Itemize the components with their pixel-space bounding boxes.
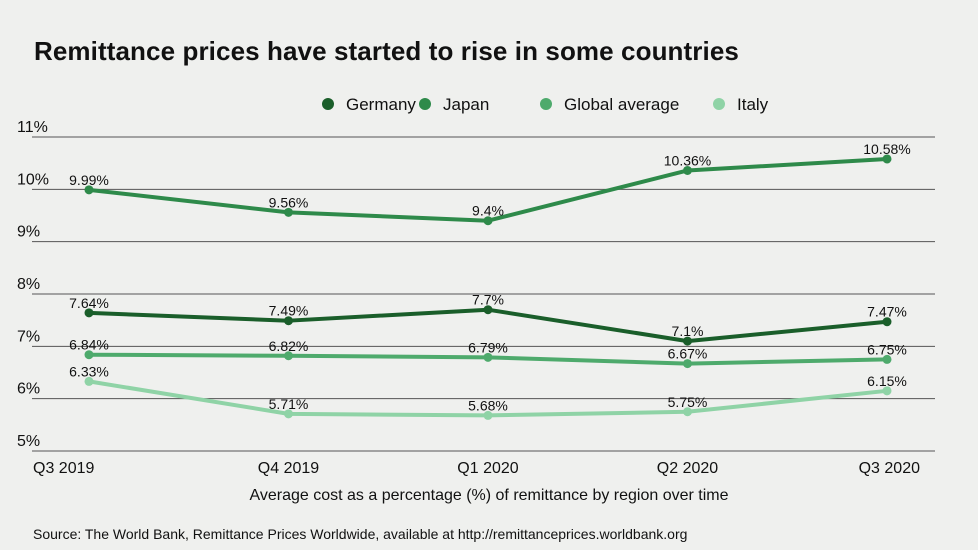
data-label-japan: 9.56%: [269, 194, 309, 210]
legend-marker-global-average: [540, 98, 552, 110]
data-point-italy: [284, 409, 293, 419]
data-label-italy: 5.75%: [668, 394, 708, 410]
data-label-global-average: 6.67%: [668, 346, 708, 362]
legend-label-germany: Germany: [346, 95, 416, 114]
x-tick-label: Q1 2020: [457, 460, 518, 477]
x-tick-label: Q2 2020: [657, 460, 718, 477]
data-point-japan: [683, 165, 692, 175]
data-label-germany: 7.7%: [472, 292, 504, 308]
data-point-italy: [483, 410, 493, 420]
data-point-global-average: [84, 350, 94, 360]
y-tick-label: 6%: [17, 381, 40, 398]
legend: Germany Japan Global average Italy: [322, 95, 769, 114]
data-label-italy: 6.15%: [867, 373, 907, 389]
data-label-global-average: 6.79%: [468, 339, 508, 355]
data-point-global-average: [483, 352, 493, 362]
data-label-germany: 7.64%: [69, 295, 109, 311]
legend-label-global-average: Global average: [564, 95, 679, 114]
data-point-germany: [483, 305, 493, 315]
data-label-italy: 6.33%: [69, 363, 109, 379]
x-tick-label: Q3 2019: [33, 460, 94, 477]
data-label-germany: 7.49%: [269, 303, 309, 319]
data-point-global-average: [882, 354, 892, 364]
data-point-italy: [84, 376, 94, 386]
data-label-italy: 5.71%: [269, 396, 309, 412]
y-tick-label: 8%: [17, 276, 40, 293]
legend-marker-germany: [322, 98, 334, 110]
series-lines: [87, 156, 889, 418]
y-tick-label: 11%: [17, 119, 48, 136]
data-point-japan: [882, 154, 892, 164]
data-label-germany: 7.47%: [867, 304, 907, 320]
data-label-japan: 9.4%: [472, 203, 504, 219]
data-label-japan: 9.99%: [69, 172, 109, 188]
grid-lines: [32, 136, 935, 452]
y-tick-label: 5%: [17, 433, 40, 450]
legend-label-japan: Japan: [443, 95, 489, 114]
y-tick-label: 7%: [17, 328, 40, 345]
data-point-global-average: [284, 351, 293, 361]
data-label-italy: 5.68%: [468, 397, 508, 413]
x-axis-ticks: Q3 2019 Q4 2019 Q1 2020 Q2 2020 Q3 2020: [33, 460, 920, 477]
chart-title: Remittance prices have started to rise i…: [34, 36, 739, 66]
data-label-global-average: 6.75%: [867, 341, 907, 357]
x-tick-label: Q4 2019: [258, 460, 319, 477]
data-point-germany: [882, 317, 892, 327]
legend-marker-japan: [419, 98, 431, 110]
series-points: [84, 154, 892, 420]
x-tick-label: Q3 2020: [859, 460, 920, 477]
y-tick-label: 9%: [17, 224, 40, 241]
legend-marker-italy: [713, 98, 725, 110]
data-label-japan: 10.36%: [664, 152, 711, 168]
data-point-global-average: [683, 359, 692, 369]
data-point-germany: [683, 336, 692, 346]
data-point-japan: [284, 207, 293, 217]
data-label-global-average: 6.82%: [269, 338, 309, 354]
data-label-global-average: 6.84%: [69, 337, 109, 353]
x-axis-label: Average cost as a percentage (%) of remi…: [249, 487, 729, 504]
series-line-germany: [87, 307, 889, 344]
legend-label-italy: Italy: [737, 95, 769, 114]
data-point-italy: [882, 386, 892, 396]
data-label-germany: 7.1%: [672, 323, 704, 339]
data-point-italy: [683, 407, 692, 417]
data-point-germany: [84, 308, 94, 318]
y-axis-ticks: 5% 6% 7% 8% 9% 10% 11%: [17, 119, 49, 450]
data-label-japan: 10.58%: [863, 141, 910, 157]
data-point-japan: [84, 185, 94, 195]
source-note: Source: The World Bank, Remittance Price…: [33, 526, 688, 542]
data-point-germany: [284, 316, 293, 326]
data-point-japan: [483, 216, 493, 226]
y-tick-label: 10%: [17, 171, 49, 188]
data-labels: 7.64% 7.49% 7.7% 7.1% 7.47% 9.99% 9.56% 9.4% 10.…: [69, 141, 911, 413]
